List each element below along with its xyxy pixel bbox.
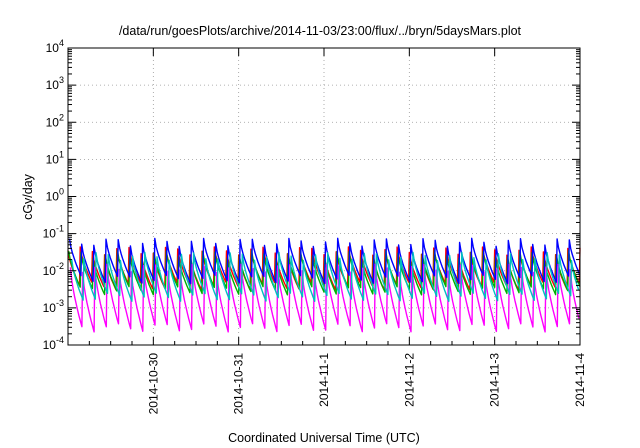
y-tick-label: 10-1	[43, 224, 64, 241]
x-tick-label: 2014-11-3	[488, 353, 502, 407]
y-tick-label: 10-4	[43, 335, 64, 352]
series-line	[71, 251, 580, 302]
y-tick-label: 10-3	[43, 298, 64, 315]
series-line	[69, 263, 580, 333]
y-axis-title: cGy/day	[21, 173, 35, 220]
x-tick-label: 2014-11-1	[317, 353, 331, 407]
x-tick-label: 2014-10-31	[232, 353, 246, 415]
axes: 10-4 10-3 10-2 10-1 100 101 102 103 104 2014-10-3…	[43, 38, 587, 414]
y-tick-label: 10-2	[43, 261, 64, 278]
series-line	[67, 246, 581, 291]
y-tick-label: 101	[46, 149, 64, 166]
series-line	[68, 237, 580, 285]
x-tick-label: 2014-11-4	[573, 353, 587, 407]
y-tick-label: 103	[46, 75, 64, 92]
y-tick-label: 100	[46, 187, 64, 204]
x-tick-label: 2014-11-2	[402, 353, 416, 407]
y-tick-label: 104	[46, 38, 64, 55]
x-axis-title: Coordinated Universal Time (UTC)	[228, 431, 420, 445]
y-tick-label: 102	[46, 112, 64, 129]
grid	[68, 48, 580, 345]
chart-title: /data/run/goesPlots/archive/2014-11-03/2…	[119, 24, 522, 38]
series-layer	[67, 237, 581, 333]
x-tick-label: 2014-10-30	[146, 353, 160, 415]
